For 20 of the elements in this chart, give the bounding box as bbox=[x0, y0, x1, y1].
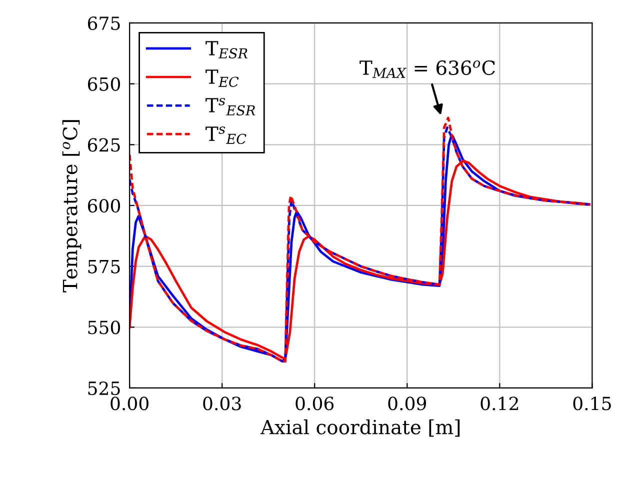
x-tick-label: 0.15 bbox=[573, 396, 611, 410]
y-tick-label: 675 bbox=[88, 16, 120, 30]
y-tick-label: 625 bbox=[88, 138, 120, 152]
legend-label: T$_{EC}$ bbox=[206, 70, 239, 88]
annotation: T$_{MAX}$ = 636$^{o}$C bbox=[360, 60, 495, 78]
x-tick-label: 0.12 bbox=[480, 396, 518, 410]
legend-label: T$^{s}$$_{EC}$ bbox=[206, 126, 246, 144]
x-tick-label: 0.00 bbox=[110, 396, 148, 410]
x-axis-title: Axial coordinate [m] bbox=[260, 419, 460, 437]
x-tick-label: 0.06 bbox=[296, 396, 334, 410]
y-tick-label: 600 bbox=[88, 198, 120, 213]
y-tick-label: 550 bbox=[88, 320, 120, 334]
y-tick-label: 525 bbox=[88, 381, 120, 396]
x-tick-label: 0.03 bbox=[203, 396, 241, 410]
legend-label: T$^{s}$$_{ESR}$ bbox=[206, 98, 256, 116]
y-tick-label: 575 bbox=[88, 260, 120, 274]
y-axis-title: Temperature [$^{o}$C] bbox=[62, 120, 82, 292]
x-tick-label: 0.09 bbox=[388, 396, 426, 410]
y-tick-label: 650 bbox=[88, 77, 120, 91]
legend-label: T$_{ESR}$ bbox=[206, 41, 248, 58]
